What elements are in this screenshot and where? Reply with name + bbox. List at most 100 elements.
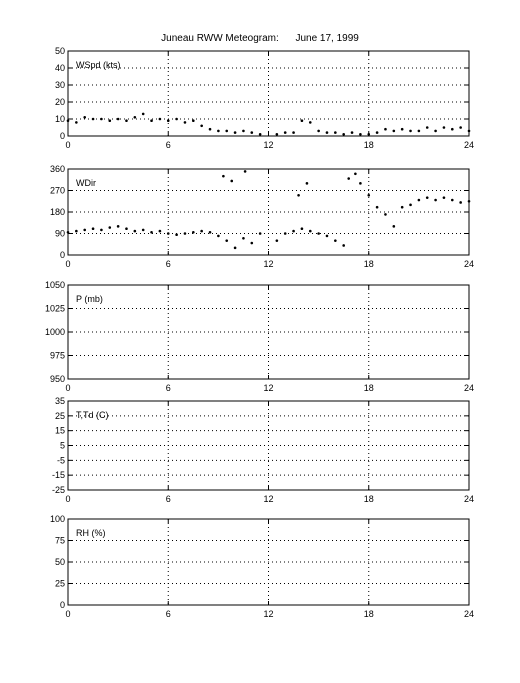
data-point [434, 129, 437, 133]
data-point [392, 225, 396, 228]
y-tick-label: 1000 [45, 327, 65, 337]
x-tick-label: 6 [166, 259, 171, 269]
data-point [283, 131, 287, 134]
data-point [308, 121, 312, 124]
data-point [125, 227, 128, 231]
data-point [150, 231, 153, 234]
data-point [409, 203, 412, 207]
y-tick-label: 950 [50, 374, 65, 384]
x-tick-label: 24 [464, 609, 474, 619]
panel-4: 0 6 12 18 24 -25 -15 -5 5 15 25 35 T,Td (C) [52, 396, 474, 504]
x-tick-label: 0 [65, 494, 70, 504]
x-tick-label: 24 [464, 259, 474, 269]
data-point [230, 179, 234, 183]
data-point [359, 182, 362, 185]
y-tick-label: 100 [50, 514, 65, 524]
y-tick-label: 1050 [45, 280, 65, 290]
data-point [305, 182, 309, 185]
panel-5: 0 6 12 18 24 0 25 50 75 100 RH (%) [50, 514, 474, 619]
panel-1: 0 6 12 18 24 0 10 20 30 40 50 WSpd (kts) [55, 46, 474, 150]
data-point [66, 231, 70, 234]
y-tick-label: 975 [50, 351, 65, 361]
data-point [417, 198, 421, 202]
data-point [467, 129, 471, 133]
data-point [342, 133, 345, 136]
data-point [367, 133, 371, 136]
data-point [292, 229, 295, 233]
data-point [242, 236, 245, 240]
data-point [183, 232, 187, 235]
y-tick-label: 270 [50, 186, 65, 196]
data-point [450, 127, 454, 131]
data-point [275, 133, 279, 136]
data-point [217, 234, 220, 238]
data-point [442, 126, 446, 129]
panel-label: T,Td (C) [76, 410, 109, 420]
y-tick-label: 25 [55, 579, 65, 589]
x-tick-label: 6 [166, 609, 171, 619]
data-point [400, 127, 404, 131]
y-tick-label: 20 [55, 97, 65, 107]
data-point [258, 232, 262, 235]
data-point [275, 239, 279, 242]
y-tick-label: 360 [50, 164, 65, 174]
y-tick-label: 10 [55, 114, 65, 124]
data-point [208, 231, 212, 234]
data-point [175, 117, 178, 121]
panel-label: P (mb) [76, 294, 103, 304]
data-point [125, 119, 128, 122]
data-point [450, 198, 454, 202]
data-point [150, 119, 153, 122]
data-point [116, 117, 120, 121]
data-point [91, 117, 95, 121]
panel-2: 0 6 12 18 24 0 90 180 270 360 WDir [50, 164, 474, 269]
data-point [384, 213, 387, 216]
data-point [359, 133, 362, 136]
data-point [183, 121, 187, 124]
data-point [350, 131, 354, 134]
data-point [100, 117, 103, 121]
data-point [200, 229, 203, 233]
x-tick-label: 6 [166, 140, 171, 150]
data-point [375, 205, 379, 209]
data-point [308, 229, 312, 233]
data-point [347, 177, 351, 180]
x-tick-label: 12 [263, 494, 273, 504]
data-point [300, 119, 304, 122]
x-tick-label: 12 [263, 609, 273, 619]
data-point [409, 129, 412, 133]
y-tick-label: 0 [60, 250, 65, 260]
data-point [258, 133, 262, 136]
x-tick-label: 24 [464, 494, 474, 504]
data-point [83, 116, 87, 119]
y-tick-label: 0 [60, 131, 65, 141]
x-tick-label: 12 [263, 383, 273, 393]
data-point [158, 117, 162, 121]
panel-label: RH (%) [76, 528, 106, 538]
data-point [225, 129, 229, 133]
y-tick-label: 15 [55, 426, 65, 436]
data-point [317, 129, 320, 133]
data-point [141, 228, 145, 232]
data-point [108, 119, 112, 122]
data-point [250, 131, 254, 134]
data-point [459, 126, 462, 129]
data-point [342, 244, 345, 247]
data-point [222, 174, 225, 178]
panel-label: WSpd (kts) [76, 60, 121, 70]
y-tick-label: 1025 [45, 304, 65, 314]
x-tick-label: 0 [65, 383, 70, 393]
data-point [354, 172, 357, 176]
data-point [392, 129, 396, 133]
x-tick-label: 0 [65, 140, 70, 150]
data-point [116, 225, 120, 228]
data-point [417, 129, 421, 133]
data-point [91, 227, 95, 231]
data-point [192, 231, 195, 234]
x-tick-label: 0 [65, 259, 70, 269]
data-point [133, 229, 137, 233]
y-tick-label: 30 [55, 80, 65, 90]
data-point [225, 239, 229, 242]
x-tick-label: 18 [364, 259, 374, 269]
data-point [166, 232, 170, 235]
